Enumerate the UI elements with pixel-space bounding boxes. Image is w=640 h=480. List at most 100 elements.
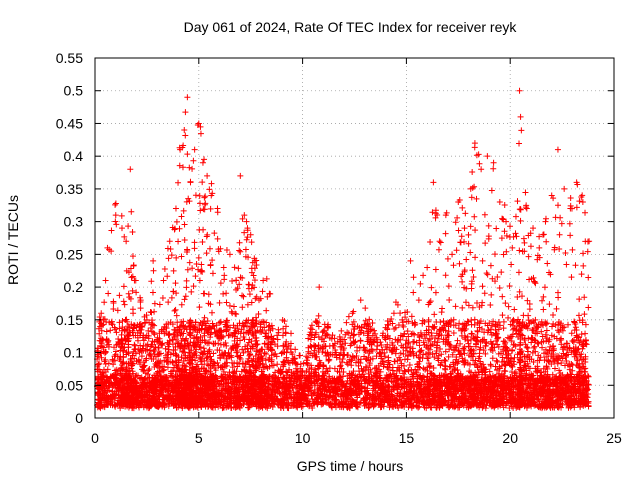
data-point xyxy=(183,248,190,255)
data-point xyxy=(112,218,119,225)
data-point xyxy=(106,379,113,386)
data-point xyxy=(127,356,134,363)
data-point xyxy=(120,354,127,361)
data-point xyxy=(138,402,145,409)
data-point xyxy=(191,343,198,350)
data-point xyxy=(191,326,198,333)
data-point xyxy=(192,273,199,280)
data-point xyxy=(127,384,134,391)
data-point xyxy=(121,301,128,308)
data-point xyxy=(125,223,132,230)
data-point xyxy=(136,361,143,368)
data-point xyxy=(119,360,126,367)
data-point xyxy=(204,328,211,335)
data-point xyxy=(103,328,110,335)
data-point xyxy=(205,339,212,346)
data-point xyxy=(168,368,175,375)
data-point xyxy=(123,316,130,323)
data-point xyxy=(113,329,120,336)
data-point xyxy=(179,164,186,171)
data-point xyxy=(178,301,185,308)
data-point xyxy=(98,401,105,408)
data-point xyxy=(150,380,157,387)
data-point xyxy=(174,328,181,335)
data-point xyxy=(204,317,211,324)
data-point xyxy=(189,265,196,272)
data-point xyxy=(120,283,127,290)
data-point xyxy=(173,290,180,297)
data-point xyxy=(161,366,168,373)
data-point xyxy=(159,295,166,302)
data-point xyxy=(108,318,115,325)
data-point xyxy=(173,362,180,369)
data-point xyxy=(206,186,213,193)
data-point xyxy=(151,399,158,406)
data-point xyxy=(186,164,193,171)
data-point xyxy=(112,201,119,208)
data-point xyxy=(167,319,174,326)
data-point xyxy=(128,365,135,372)
data-point xyxy=(104,401,111,408)
data-point xyxy=(147,352,154,359)
data-point xyxy=(158,340,165,347)
data-point xyxy=(151,363,158,370)
data-point xyxy=(104,366,111,373)
data-point xyxy=(173,312,180,319)
data-point xyxy=(172,336,179,343)
data-point xyxy=(112,348,119,355)
data-point xyxy=(157,379,164,386)
data-point xyxy=(170,267,177,274)
data-point xyxy=(150,267,157,274)
data-point xyxy=(119,341,126,348)
data-point xyxy=(138,353,145,360)
data-point xyxy=(121,233,128,240)
data-point xyxy=(203,250,210,257)
data-point xyxy=(196,304,203,311)
data-point xyxy=(113,372,120,379)
data-point xyxy=(145,367,152,374)
data-point xyxy=(123,326,130,333)
data-point xyxy=(157,388,164,395)
data-point xyxy=(98,322,105,329)
data-point xyxy=(101,358,108,365)
data-point xyxy=(155,392,162,399)
data-point xyxy=(180,142,187,149)
data-point xyxy=(202,193,209,200)
data-point xyxy=(193,335,200,342)
data-point xyxy=(178,213,185,220)
data-point xyxy=(148,309,155,316)
data-point xyxy=(187,323,194,330)
data-point xyxy=(144,346,151,353)
data-point xyxy=(144,371,151,378)
data-point xyxy=(164,273,171,280)
data-point xyxy=(192,357,199,364)
data-point xyxy=(196,277,203,284)
data-point xyxy=(182,293,189,300)
data-point xyxy=(113,391,120,398)
data-point xyxy=(94,345,101,352)
data-point xyxy=(206,245,213,252)
data-point xyxy=(188,288,195,295)
data-point xyxy=(145,335,152,342)
data-point xyxy=(161,386,168,393)
data-point xyxy=(150,355,157,362)
data-point xyxy=(134,372,141,379)
data-point xyxy=(139,381,146,388)
data-point xyxy=(150,388,157,395)
data-point xyxy=(149,321,156,328)
data-point xyxy=(148,278,155,285)
data-point xyxy=(182,366,189,373)
data-point xyxy=(187,381,194,388)
data-point xyxy=(124,386,131,393)
data-point xyxy=(196,200,203,207)
data-point xyxy=(207,301,214,308)
data-point xyxy=(118,340,125,347)
data-point xyxy=(175,404,182,411)
data-point xyxy=(193,352,200,359)
data-point xyxy=(177,379,184,386)
data-point xyxy=(161,265,168,272)
data-point xyxy=(167,358,174,365)
data-point xyxy=(114,307,121,314)
data-point xyxy=(150,348,157,355)
